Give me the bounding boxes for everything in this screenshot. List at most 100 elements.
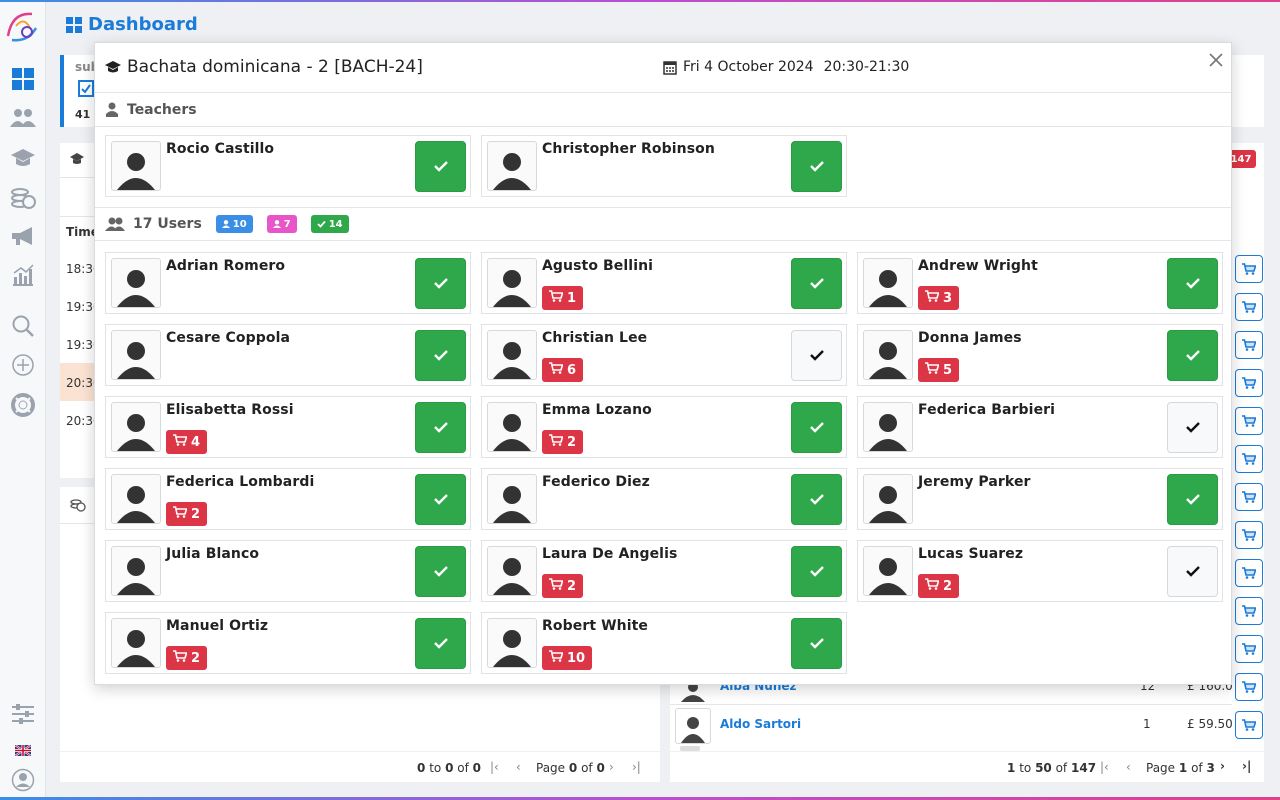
megaphone-icon[interactable] [9,223,37,249]
next-page-icon[interactable]: › [609,760,614,774]
add-to-cart-button[interactable] [1235,711,1263,739]
cart-icon [549,434,564,450]
cart-count-badge[interactable]: 2 [918,574,960,598]
app-logo[interactable] [2,6,44,46]
attendance-check-button[interactable] [1167,546,1218,597]
right-pager: 1 to 50 of 147 |‹ ‹ Page 1 of 3 › ›| [670,752,1264,782]
avatar [863,330,913,380]
user-link[interactable]: Aldo Sartori [720,717,802,731]
attendee-card: Federica Barbieri [857,396,1223,458]
add-to-cart-button[interactable] [1235,369,1263,397]
cart-count-badge[interactable]: 10 [542,646,593,670]
attendee-card: Federico Diez [481,468,847,530]
teachers-section-header: Teachers [95,93,1231,127]
users-icon[interactable] [9,105,37,131]
prev-page-icon[interactable]: ‹ [1126,760,1131,774]
add-to-cart-button[interactable] [1235,635,1263,663]
attendance-check-button[interactable] [415,546,466,597]
attendee-name: Donna James [918,330,1022,346]
add-to-cart-button[interactable] [1235,255,1263,283]
courses-icon[interactable] [9,145,37,171]
add-to-cart-button[interactable] [1235,331,1263,359]
schedule-panel: Time 18:30 19:30 19:30 20:30 20:30 [60,143,101,478]
close-icon[interactable] [1207,51,1225,69]
attendance-check-button[interactable] [791,618,842,669]
attendance-check-button[interactable] [1167,474,1218,525]
time-cell: 19:30 [66,300,101,314]
attendance-check-button[interactable] [791,330,842,381]
cart-count-badge[interactable]: 4 [166,430,208,454]
add-to-cart-button[interactable] [1235,597,1263,625]
attendance-check-button[interactable] [1167,258,1218,309]
cart-icon [925,578,940,594]
cart-icon [1242,605,1256,617]
female-icon [272,220,281,228]
check-icon [809,418,824,437]
payments-icon[interactable] [9,185,37,211]
stats-icon[interactable] [9,262,37,288]
check-icon [809,490,824,509]
add-to-cart-button[interactable] [1235,673,1263,701]
last-page-icon[interactable]: ›| [632,760,641,774]
cart-icon [549,578,564,594]
attendance-check-button[interactable] [1167,402,1218,453]
settings-sliders-icon[interactable] [9,701,37,727]
qty-cell: 1 [1143,717,1151,731]
cart-count-badge[interactable]: 5 [918,358,960,382]
search-icon[interactable] [9,313,37,339]
check-icon [1185,562,1200,581]
cart-count-badge[interactable]: 6 [542,358,584,382]
cart-icon [1242,263,1256,275]
first-page-icon[interactable]: |‹ [490,760,499,774]
users-count-label: 17 Users [133,216,202,232]
attendance-check-button[interactable] [415,474,466,525]
cart-count-badge[interactable]: 3 [918,286,960,310]
attendance-check-button[interactable] [415,402,466,453]
left-pager: 0 to 0 of 0 |‹ ‹ Page 0 of 0 › ›| [60,752,660,782]
add-to-cart-button[interactable] [1235,293,1263,321]
flag-uk-icon[interactable] [9,737,37,763]
attendance-check-button[interactable] [1167,330,1218,381]
attendance-check-button[interactable] [791,402,842,453]
add-to-cart-button[interactable] [1235,483,1263,511]
attendee-card: Adrian Romero [105,252,471,314]
cart-icon [173,506,188,522]
cart-count-badge[interactable]: 2 [542,574,584,598]
attendee-name: Lucas Suarez [918,546,1024,562]
add-to-cart-button[interactable] [1235,559,1263,587]
attendance-check-button[interactable] [791,258,842,309]
add-to-cart-button[interactable] [1235,521,1263,549]
add-icon[interactable] [9,352,37,378]
next-page-icon[interactable]: › [1220,759,1225,773]
cart-count-badge[interactable]: 2 [166,646,208,670]
attendance-check-button[interactable] [415,141,466,192]
first-page-icon[interactable]: |‹ [1100,760,1109,774]
prev-page-icon[interactable]: ‹ [516,760,521,774]
help-icon[interactable] [9,392,37,418]
add-to-cart-button[interactable] [1235,445,1263,473]
attendee-card: Manuel Ortiz 2 [105,612,471,674]
add-to-cart-button[interactable] [1235,407,1263,435]
female-count-badge: 7 [266,215,297,233]
class-attendance-modal: Bachata dominicana - 2 [BACH-24] Fri 4 O… [94,42,1232,685]
profile-icon[interactable] [9,767,37,793]
check-icon [1185,490,1200,509]
attendance-check-button[interactable] [791,141,842,192]
attendance-check-button[interactable] [415,258,466,309]
last-page-icon[interactable]: ›| [1242,759,1252,773]
time-cell-selected[interactable]: 20:30 [66,376,101,390]
cart-count-badge[interactable]: 2 [542,430,584,454]
dashboard-icon[interactable] [9,66,37,92]
attendee-name: Laura De Angelis [542,546,678,562]
cart-icon [1242,567,1256,579]
male-count-badge: 10 [215,215,253,233]
time-column-header: Time [66,225,99,239]
check-icon [809,346,824,365]
cart-count-badge[interactable]: 2 [166,502,208,526]
cart-count-badge[interactable]: 1 [542,286,584,310]
attendance-check-button[interactable] [415,618,466,669]
attendance-check-button[interactable] [415,330,466,381]
attendance-check-button[interactable] [791,546,842,597]
attendance-check-button[interactable] [791,474,842,525]
check-icon [433,490,448,509]
